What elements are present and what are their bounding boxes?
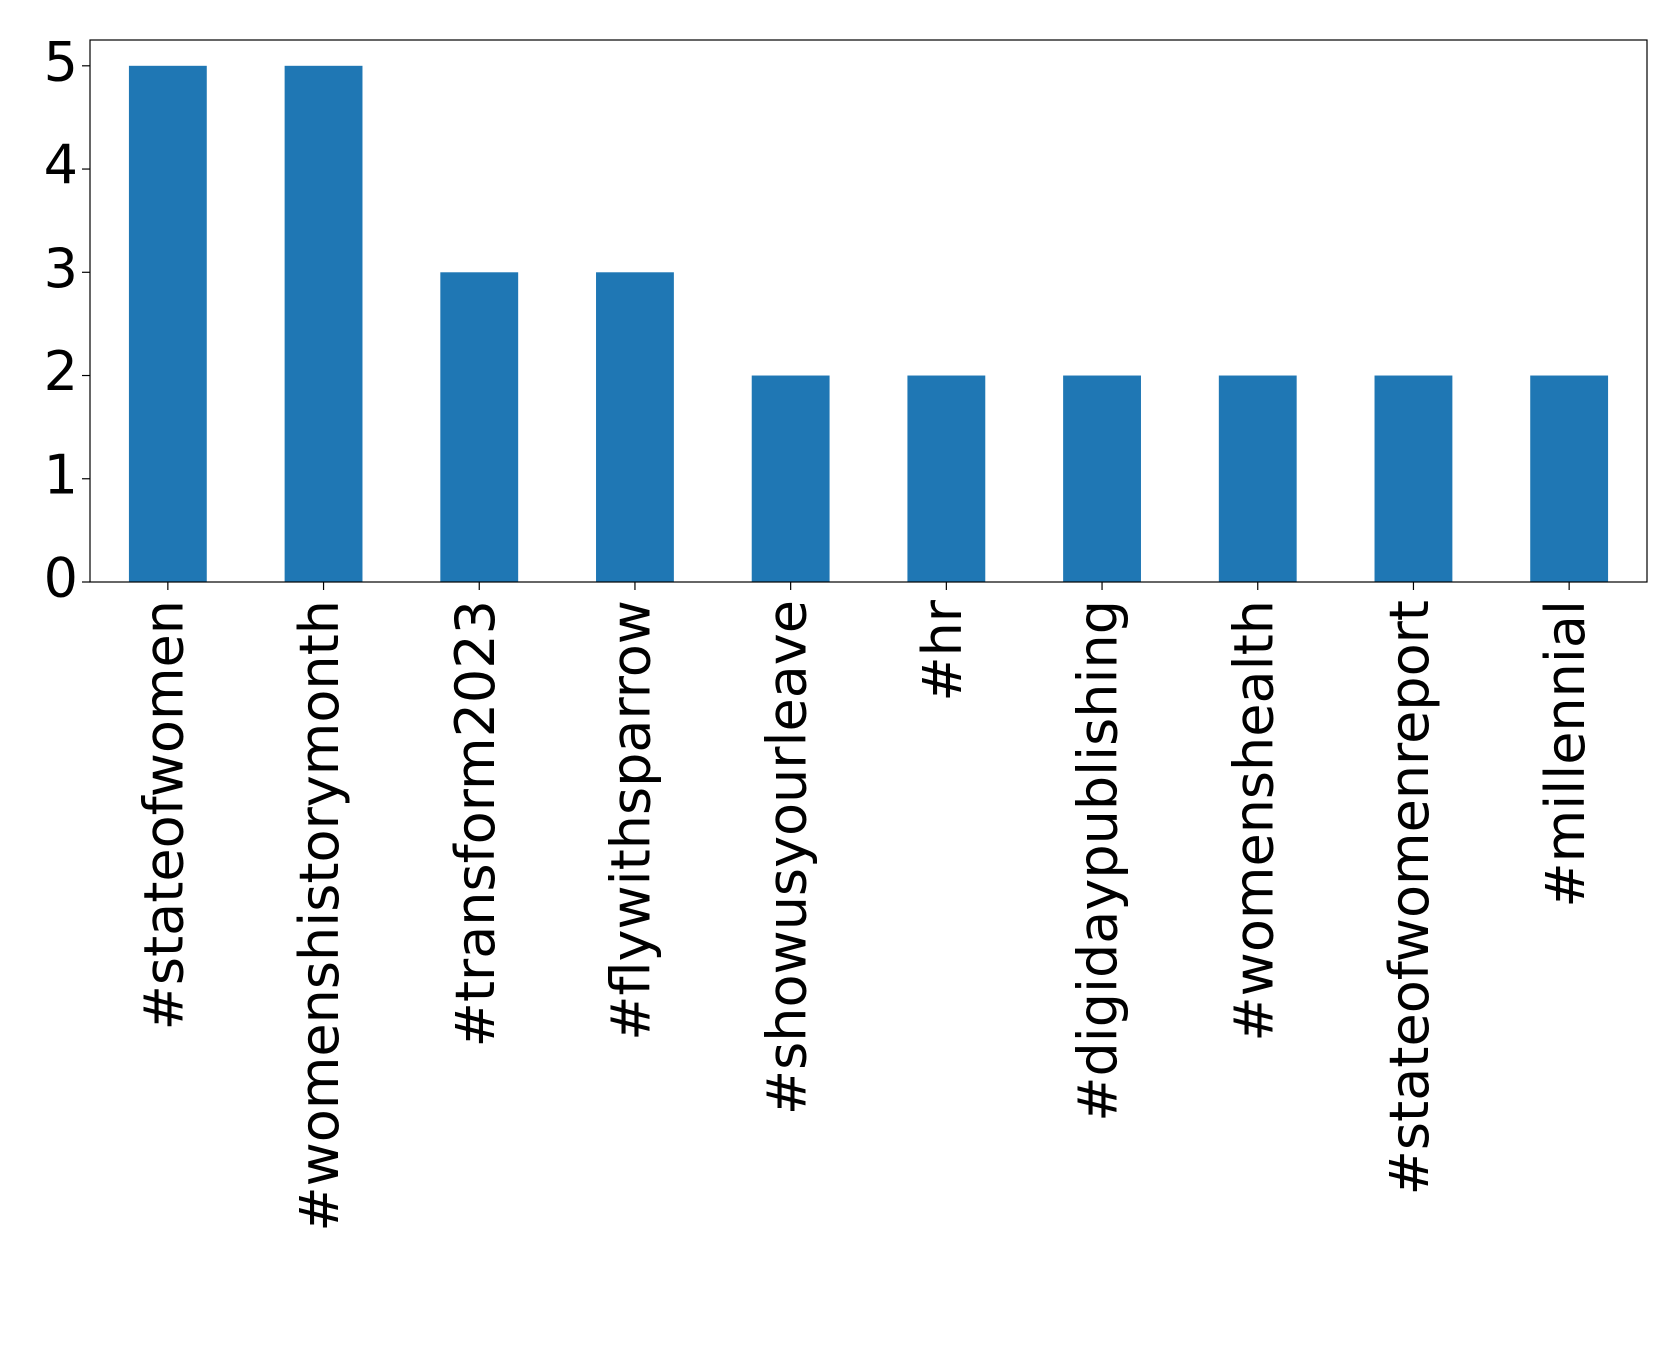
y-tick-label: 5 (44, 30, 78, 93)
y-tick-label: 2 (44, 340, 78, 403)
bar (440, 272, 519, 582)
x-tick-label: #digidaypublishing (1067, 600, 1130, 1122)
x-tick-label: #millennial (1534, 600, 1597, 908)
x-tick-label: #stateofwomenreport (1378, 600, 1441, 1195)
y-tick-label: 3 (44, 237, 78, 300)
bar (596, 272, 674, 582)
x-tick-label: #showusyourleave (755, 600, 818, 1115)
y-tick-label: 0 (44, 547, 78, 610)
bar (284, 65, 363, 583)
bar (128, 65, 207, 583)
y-tick-label: 1 (44, 443, 78, 506)
bar (1063, 375, 1141, 582)
bar (1374, 375, 1453, 582)
x-tick-label: #stateofwomen (132, 600, 195, 1030)
x-tick-label: #hr (911, 599, 974, 701)
x-tick-label: #transform2023 (444, 600, 507, 1047)
y-tick-label: 4 (44, 134, 78, 197)
plot-frame (89, 39, 1648, 583)
bar (751, 375, 830, 582)
bar (1218, 375, 1297, 582)
x-tick-label: #womenshealth (1222, 600, 1285, 1042)
x-tick-label: #flywithsparrow (600, 600, 663, 1041)
x-tick-label: #womenshistorymonth (288, 600, 351, 1232)
bar (1530, 375, 1609, 582)
bar (907, 375, 986, 582)
